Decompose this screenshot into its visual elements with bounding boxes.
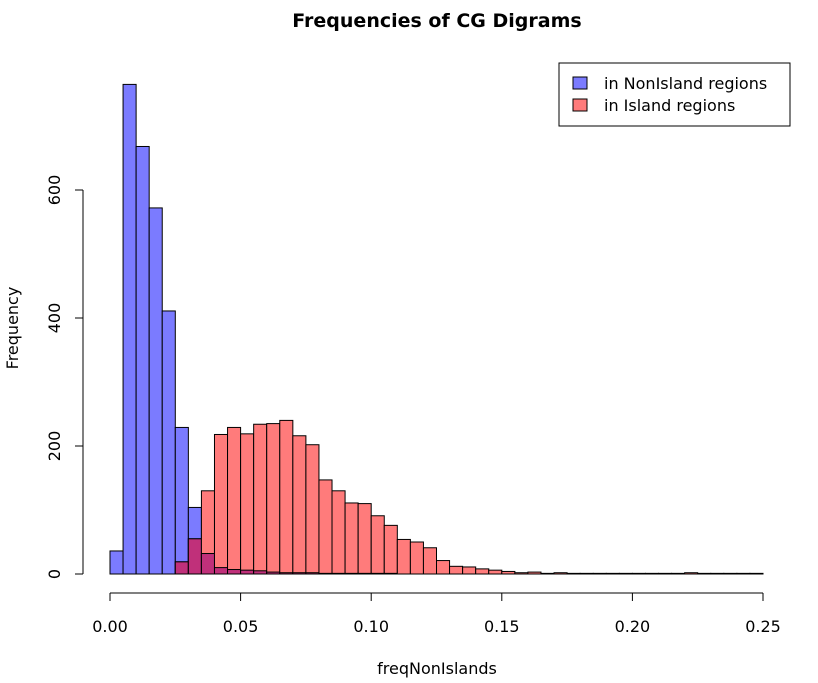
bar-island — [723, 572, 738, 575]
bar-overlap — [174, 561, 189, 575]
bar-island — [344, 502, 359, 575]
bar-island — [684, 572, 699, 575]
bar-island — [566, 572, 581, 575]
bar-island — [540, 572, 555, 575]
bar-nonisland — [161, 310, 176, 575]
bar-island — [279, 419, 294, 575]
bar-overlap — [344, 572, 359, 575]
bar-island — [253, 423, 268, 575]
bar-nonisland — [122, 83, 137, 575]
bar-overlap — [383, 572, 398, 575]
bar-island — [331, 490, 346, 575]
bar-overlap — [357, 572, 372, 575]
y-tick-label: 0 — [45, 569, 64, 579]
x-tick-label: 0.00 — [92, 617, 128, 636]
y-tick-label: 200 — [45, 431, 64, 462]
x-axis-label: freqNonIslands — [377, 659, 497, 678]
legend-box — [558, 62, 791, 127]
bar-island — [749, 572, 764, 575]
bar-island — [357, 503, 372, 575]
y-tick-label: 600 — [45, 175, 64, 206]
bar-island — [436, 560, 451, 575]
bar-island — [618, 572, 633, 575]
bar-island — [383, 524, 398, 575]
x-tick-label: 0.15 — [484, 617, 520, 636]
bar-island — [671, 572, 686, 575]
bar-overlap — [318, 572, 333, 575]
bar-island — [409, 541, 424, 575]
bar-overlap — [253, 570, 268, 575]
bar-island — [462, 566, 477, 575]
bar-overlap — [213, 567, 229, 575]
bar-nonisland — [148, 207, 163, 575]
bar-island — [266, 423, 281, 575]
x-tick-label: 0.10 — [353, 617, 389, 636]
bar-island — [697, 572, 712, 575]
legend-swatch-island — [572, 98, 588, 112]
bar-overlap — [266, 571, 281, 575]
bar-island — [579, 572, 594, 575]
bar-overlap — [279, 572, 294, 575]
bar-island — [736, 572, 751, 575]
bar-island — [501, 570, 516, 575]
bar-overlap — [305, 572, 320, 575]
bar-island — [514, 572, 529, 575]
bar-island — [292, 435, 307, 575]
y-tick-label: 400 — [45, 303, 64, 334]
bar-overlap — [292, 572, 307, 575]
bar-island — [449, 565, 464, 575]
bar-island — [644, 572, 660, 575]
bar-nonisland — [174, 426, 189, 575]
bar-island — [422, 547, 438, 575]
y-axis-label: Frequency — [3, 287, 22, 370]
bar-nonisland — [109, 550, 124, 575]
bar-overlap — [331, 572, 346, 575]
legend-swatch-nonisland — [572, 76, 588, 90]
bar-island — [305, 444, 320, 575]
bar-overlap — [370, 572, 385, 575]
chart-title: Frequencies of CG Digrams — [292, 10, 581, 32]
bars-layer — [109, 83, 764, 575]
bar-nonisland — [135, 145, 150, 575]
bar-overlap — [200, 553, 215, 575]
x-axis: 0.00 0.05 0.10 0.15 0.20 0.25 — [92, 592, 781, 636]
bar-island — [710, 572, 725, 575]
bar-island — [527, 571, 542, 575]
legend-label-nonisland: in NonIsland regions — [604, 74, 767, 93]
bar-overlap — [187, 538, 202, 575]
bar-island — [605, 572, 620, 575]
x-tick-label: 0.05 — [223, 617, 259, 636]
bar-island — [240, 433, 255, 575]
bar-island — [592, 572, 607, 575]
bar-island — [213, 433, 229, 575]
bar-overlap — [227, 569, 242, 575]
y-axis: 0 200 400 600 — [45, 175, 84, 579]
bar-island — [227, 426, 242, 575]
legend-label-island: in Island regions — [604, 96, 735, 115]
bar-island — [488, 569, 503, 575]
bar-island — [553, 572, 568, 575]
bar-island — [658, 572, 673, 575]
bar-island — [396, 538, 411, 575]
bar-island — [370, 515, 385, 575]
bar-island — [475, 568, 490, 575]
bar-island — [318, 479, 333, 575]
bar-overlap — [240, 569, 255, 575]
legend: in NonIsland regions in Island regions — [558, 62, 791, 127]
x-tick-label: 0.25 — [745, 617, 781, 636]
x-tick-label: 0.20 — [615, 617, 651, 636]
bar-island — [631, 572, 646, 575]
